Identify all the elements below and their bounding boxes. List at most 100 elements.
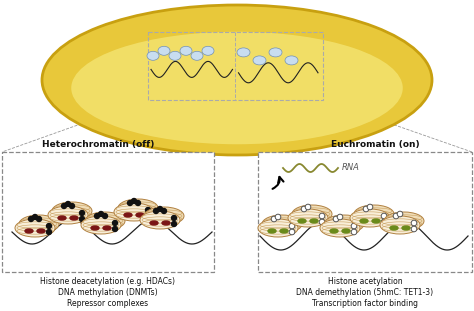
Ellipse shape xyxy=(162,221,170,225)
Circle shape xyxy=(112,226,118,231)
Circle shape xyxy=(305,204,311,210)
Circle shape xyxy=(46,224,52,229)
Circle shape xyxy=(80,211,84,216)
Circle shape xyxy=(33,215,37,220)
Ellipse shape xyxy=(42,5,432,155)
Ellipse shape xyxy=(354,205,394,223)
Ellipse shape xyxy=(292,205,332,223)
Bar xyxy=(2,152,214,272)
Circle shape xyxy=(65,202,71,207)
Text: Repressor complexes: Repressor complexes xyxy=(67,299,148,308)
Circle shape xyxy=(337,214,343,220)
Ellipse shape xyxy=(169,51,181,60)
Circle shape xyxy=(289,223,295,229)
Ellipse shape xyxy=(150,221,158,225)
Text: Transcription factor binding: Transcription factor binding xyxy=(312,299,418,308)
Ellipse shape xyxy=(310,219,318,223)
Circle shape xyxy=(62,203,66,208)
Circle shape xyxy=(397,211,403,217)
Ellipse shape xyxy=(380,216,420,234)
Text: Heterochromatin (off): Heterochromatin (off) xyxy=(42,140,154,149)
Circle shape xyxy=(128,201,133,206)
Circle shape xyxy=(157,207,163,211)
Ellipse shape xyxy=(58,216,66,220)
Ellipse shape xyxy=(103,226,111,230)
Text: Histone deacetylation (e.g. HDACs): Histone deacetylation (e.g. HDACs) xyxy=(40,277,175,286)
Circle shape xyxy=(172,216,176,220)
Circle shape xyxy=(172,221,176,226)
Ellipse shape xyxy=(324,215,364,233)
Ellipse shape xyxy=(180,46,192,55)
Text: Histone acetylation: Histone acetylation xyxy=(328,277,402,286)
FancyArrowPatch shape xyxy=(273,177,283,189)
Circle shape xyxy=(162,208,166,213)
Ellipse shape xyxy=(144,207,184,225)
Ellipse shape xyxy=(262,215,302,233)
Ellipse shape xyxy=(118,199,158,217)
Ellipse shape xyxy=(70,216,78,220)
Ellipse shape xyxy=(258,219,298,237)
Ellipse shape xyxy=(384,212,424,230)
Ellipse shape xyxy=(91,226,99,230)
Circle shape xyxy=(319,213,325,219)
Ellipse shape xyxy=(268,229,276,233)
Text: DNA methylation (DNMTs): DNA methylation (DNMTs) xyxy=(58,288,158,297)
Circle shape xyxy=(28,216,34,221)
Circle shape xyxy=(131,198,137,203)
Ellipse shape xyxy=(280,229,288,233)
Ellipse shape xyxy=(288,209,328,227)
Ellipse shape xyxy=(390,226,398,230)
Ellipse shape xyxy=(237,48,250,57)
Text: DNA demethylation (5hmC: TET1-3): DNA demethylation (5hmC: TET1-3) xyxy=(296,288,434,297)
Circle shape xyxy=(136,201,140,206)
Circle shape xyxy=(333,216,339,222)
Circle shape xyxy=(289,229,295,235)
Ellipse shape xyxy=(147,51,159,60)
Ellipse shape xyxy=(15,219,55,237)
Ellipse shape xyxy=(81,216,121,234)
Text: RNA: RNA xyxy=(342,164,360,173)
Ellipse shape xyxy=(71,32,403,144)
Ellipse shape xyxy=(285,56,298,65)
Ellipse shape xyxy=(372,219,380,223)
Circle shape xyxy=(46,230,52,234)
Ellipse shape xyxy=(124,213,132,217)
Circle shape xyxy=(146,207,151,212)
Circle shape xyxy=(301,206,307,212)
Circle shape xyxy=(275,214,281,220)
Ellipse shape xyxy=(298,219,306,223)
Circle shape xyxy=(112,220,118,225)
Ellipse shape xyxy=(140,211,180,229)
Circle shape xyxy=(154,208,158,213)
Circle shape xyxy=(381,213,387,219)
Ellipse shape xyxy=(350,209,390,227)
Ellipse shape xyxy=(48,206,88,224)
Ellipse shape xyxy=(85,212,125,230)
Text: Euchromatin (on): Euchromatin (on) xyxy=(331,140,419,149)
Ellipse shape xyxy=(342,229,350,233)
Circle shape xyxy=(367,204,373,210)
Circle shape xyxy=(94,213,100,219)
Circle shape xyxy=(351,223,357,229)
Bar xyxy=(148,32,323,100)
Ellipse shape xyxy=(136,213,144,217)
Circle shape xyxy=(393,213,399,219)
Ellipse shape xyxy=(19,215,59,233)
Ellipse shape xyxy=(269,48,282,57)
Circle shape xyxy=(319,219,325,225)
Circle shape xyxy=(351,229,357,235)
Ellipse shape xyxy=(202,46,214,55)
Circle shape xyxy=(80,216,84,221)
Circle shape xyxy=(99,211,103,216)
Bar xyxy=(258,152,472,272)
Ellipse shape xyxy=(360,219,368,223)
Circle shape xyxy=(271,216,277,222)
Ellipse shape xyxy=(25,229,33,233)
Circle shape xyxy=(36,216,42,221)
Ellipse shape xyxy=(52,202,92,220)
Ellipse shape xyxy=(191,51,203,60)
Circle shape xyxy=(381,219,387,225)
Ellipse shape xyxy=(402,226,410,230)
Ellipse shape xyxy=(158,46,170,55)
Circle shape xyxy=(411,220,417,226)
